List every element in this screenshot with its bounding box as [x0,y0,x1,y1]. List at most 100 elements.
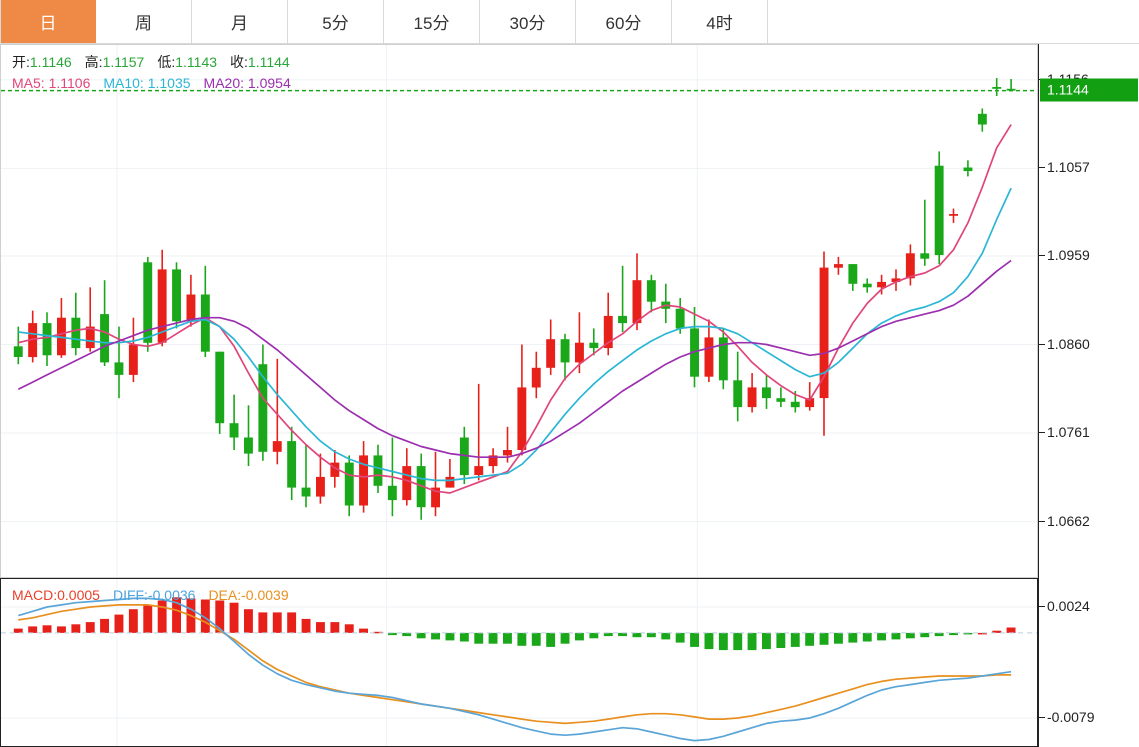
candle-body [733,380,743,408]
macd-bar [560,632,570,644]
tab-7[interactable]: 4时 [672,0,768,43]
macd-bar [589,632,599,639]
candle-body [287,441,297,488]
candle-body [992,87,1002,89]
candle-body [316,476,325,497]
macd-axis: 0.0024 -0.0079 [1039,578,1139,747]
macd-bar [258,612,268,633]
candle-body [215,351,225,424]
macd-bar [963,632,973,635]
macd-bar [100,618,109,633]
price-tick-mark [1039,520,1045,522]
macd-bar [603,632,613,637]
candlestick-plot[interactable] [1,45,1037,577]
macd-bar [330,622,340,633]
macd-plot[interactable] [1,579,1037,746]
price-panel[interactable] [0,44,1038,578]
macd-bar [215,600,225,633]
candle-body [445,476,455,488]
candle-body [229,423,239,438]
candle-body [128,344,138,375]
macd-bar [114,614,124,633]
macd-tick-mark [1039,606,1045,607]
tab-1[interactable]: 周 [96,0,192,43]
macd-bar [172,597,181,633]
price-tick-mark [1039,167,1045,169]
macd-bar [344,624,354,633]
candle-body [57,317,66,356]
macd-bar [301,618,311,633]
macd-bar [272,612,282,633]
macd-tick-label: -0.0079 [1047,708,1095,725]
candle-body [575,342,584,363]
macd-bar [287,612,297,633]
candle-body [862,283,872,288]
candle-body [42,323,52,356]
tab-bar-filler [768,0,1139,43]
candle-body [819,267,829,399]
macd-bar [416,632,426,639]
macd-bar [704,632,714,650]
candle-body [359,455,368,506]
price-tick-label: 1.0761 [1047,424,1090,441]
candle-body [646,280,656,302]
macd-bar [747,632,757,651]
macd-bar [848,632,858,643]
macd-bar [85,622,95,633]
candle-body [762,387,771,399]
tab-5[interactable]: 30分 [480,0,576,43]
macd-bar [517,632,527,646]
price-tick-mark [1039,343,1045,345]
tab-2[interactable]: 月 [192,0,288,43]
macd-bar [618,632,627,637]
candle-body [977,113,987,125]
candle-body [13,346,23,357]
candle-body [531,367,541,388]
candle-body [431,487,440,508]
macd-bar [28,626,38,633]
diff-line [18,597,1012,742]
macd-bar [632,632,642,638]
last-price-badge: 1.1144 [1040,78,1138,102]
macd-bar [1006,627,1016,633]
macd-bar [776,632,786,648]
tab-6[interactable]: 60分 [576,0,672,43]
macd-bar [71,624,81,633]
macd-bar [143,604,153,633]
macd-panel[interactable] [0,578,1038,747]
candle-body [560,339,570,363]
candle-body [200,294,210,352]
candle-body [603,315,613,349]
candle-body [143,262,153,343]
macd-bar [805,632,815,646]
candle-body [848,264,858,284]
macd-bar [13,628,23,633]
candle-body [963,167,973,172]
macd-bar [949,632,958,636]
macd-bar [546,632,556,647]
candle-body [805,398,815,408]
macd-bar [977,632,987,635]
macd-tick-mark [1039,716,1045,718]
candle-body [186,294,196,322]
tab-3[interactable]: 5分 [288,0,384,43]
price-tick-label: 1.1057 [1047,159,1090,176]
macd-bar [387,632,397,636]
candle-body [28,323,38,358]
candle-body [949,214,958,216]
tab-0[interactable]: 日 [0,0,96,43]
candle-body [373,455,383,486]
candle-body [258,364,268,452]
candle-body [244,437,253,454]
candle-body [71,317,81,349]
candle-body [474,466,484,475]
macd-bar [200,599,210,633]
macd-bar [733,632,743,651]
candle-body [114,362,124,375]
candle-body [330,462,340,477]
macd-bar [891,632,901,640]
tab-4[interactable]: 15分 [384,0,480,43]
candle-body [790,401,800,408]
price-tick-mark [1039,255,1045,256]
candle-body [934,165,944,256]
